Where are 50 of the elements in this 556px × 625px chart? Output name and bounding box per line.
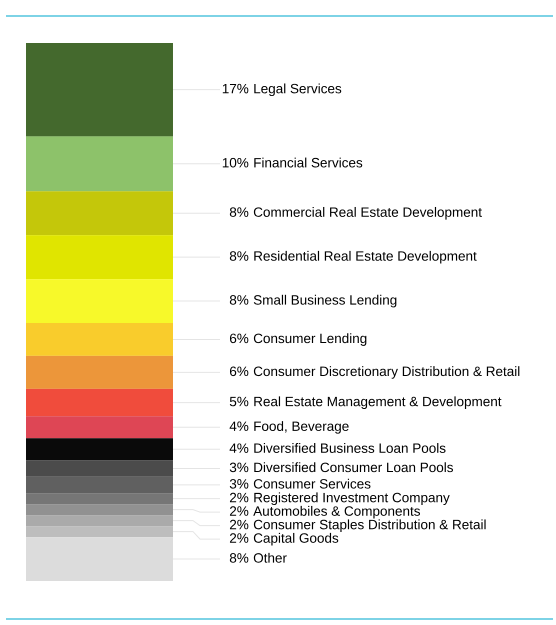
- bar: [26, 235, 173, 280]
- bar: [26, 515, 173, 526]
- text: Diversified Consumer Loan Pools: [254, 462, 454, 472]
- bar: [26, 460, 173, 477]
- text: Residential Real Estate Development: [254, 250, 477, 264]
- data-label: 8%: [230, 553, 248, 563]
- text: Small Business Lending: [254, 294, 396, 308]
- bar: [26, 388, 173, 416]
- text: Other: [254, 552, 287, 563]
- bar: [26, 416, 173, 438]
- bar: [26, 191, 173, 236]
- text: Capital Goods: [254, 532, 338, 546]
- bar: [26, 322, 173, 356]
- data-label: 2%: [230, 506, 248, 516]
- text: Legal Services: [254, 83, 342, 96]
- bar: [26, 136, 173, 192]
- text: Commercial Real Estate Development: [254, 206, 482, 220]
- data-label: 8%: [230, 207, 248, 217]
- data-label: 8%: [230, 251, 248, 261]
- data-label: 4%: [230, 443, 248, 453]
- bar: [26, 476, 173, 494]
- data-label: 8%: [230, 295, 248, 305]
- data-label: 3%: [230, 479, 248, 489]
- data-label: 3%: [230, 462, 248, 472]
- data-label: 17%: [222, 84, 248, 94]
- bar: [26, 526, 173, 538]
- data-label: 4%: [230, 421, 248, 431]
- data-label: 2%: [230, 520, 248, 530]
- data-label: 6%: [230, 334, 248, 344]
- text: Financial Services: [254, 158, 362, 168]
- bar: [26, 438, 173, 460]
- data-label: 2%: [230, 492, 248, 502]
- text: Consumer Discretionary Distribution & Retail: [254, 366, 520, 379]
- text: Consumer Staples Distribution & Retail: [254, 519, 486, 532]
- bar: [26, 356, 173, 389]
- text: Automobiles & Components: [253, 506, 420, 519]
- bar: [26, 279, 173, 323]
- text: Consumer Lending: [254, 333, 366, 346]
- data-label: 5%: [230, 396, 248, 406]
- text: Registered Investment Company: [254, 492, 450, 506]
- bar: [26, 504, 173, 516]
- data-label: 6%: [230, 366, 248, 376]
- text: Diversified Business Loan Pools: [254, 443, 446, 453]
- data-label: 2%: [230, 533, 248, 543]
- text: Food, Beverage: [254, 421, 349, 434]
- bar: [26, 493, 173, 504]
- data-label: 10%: [222, 158, 248, 168]
- text: Real Estate Management & Development: [254, 396, 502, 409]
- text: Consumer Services: [254, 478, 370, 489]
- bar: [26, 43, 173, 136]
